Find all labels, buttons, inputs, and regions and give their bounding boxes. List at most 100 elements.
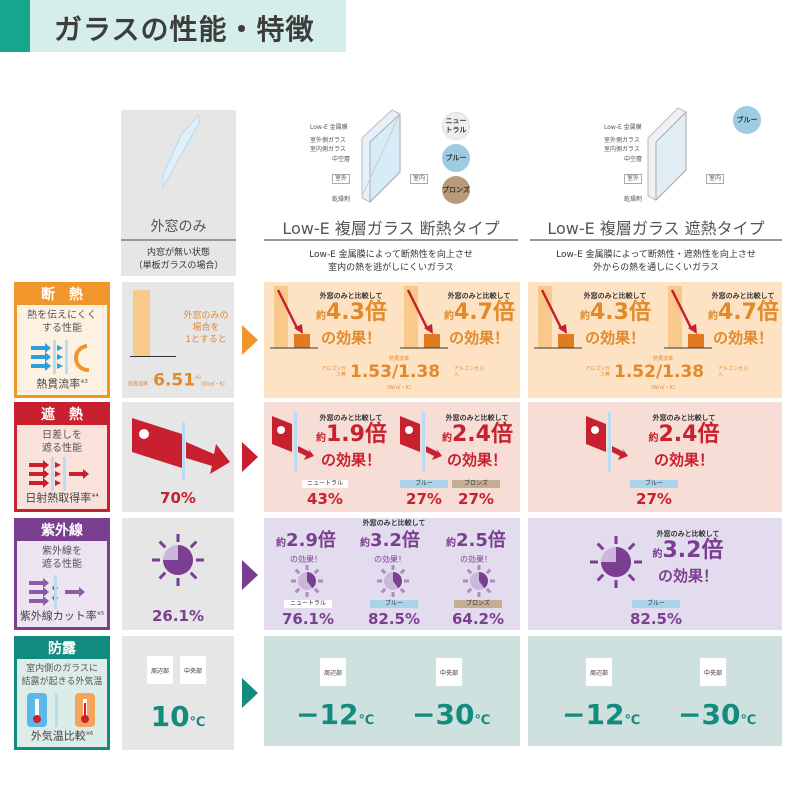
cell-single-dannetsu: 外窓のみの 場合を 1とすると 熱貫流率 6.51※3(W/㎡・K) <box>122 282 234 398</box>
metric-unit: (W/㎡・K) <box>387 385 411 391</box>
chip-neutral: ニュートラル <box>284 600 332 608</box>
single-glass-icon <box>162 115 200 189</box>
effect-block: 外窓のみと比較して 約4.7倍 の効果！ <box>708 292 779 347</box>
label-inner-glass: 室内側ガラス <box>310 146 346 153</box>
uv-sun-icon <box>588 534 644 594</box>
label-desiccant: 乾燥剤 <box>332 196 351 203</box>
column-title-insul: Low-E 複層ガラス 断熱タイプ <box>282 219 500 238</box>
value-blue: 27% <box>636 490 672 508</box>
column-title-shield: Low-E 複層ガラス 遮熱タイプ <box>547 219 765 238</box>
label-hollow: 中空層 <box>624 156 643 163</box>
row-label-dannetsu: 断 熱 熱を伝えにくく する性能 熱貫流率※3 <box>14 282 110 398</box>
value-neutral: 43% <box>307 490 343 508</box>
edge-temp: −12℃ <box>296 698 375 731</box>
metric-label: 熱貫流率 <box>652 356 673 362</box>
effect-block: 外窓のみと比較して 約2.4倍 の効果！ <box>442 414 513 469</box>
compare-text: 外窓のみと比較して <box>362 519 426 527</box>
column-desc-insul-1: Low-E 金属膜によって断熱性を向上させ <box>309 250 473 260</box>
title-band <box>30 0 346 52</box>
label-outside: 室外 <box>332 174 351 184</box>
color-blue: ブルー <box>733 106 761 134</box>
chip-blue: ブルー <box>632 600 680 608</box>
column-title-single: 外窓のみ <box>150 219 207 235</box>
uv-sun-icon <box>462 564 496 602</box>
color-bronze: ブロンズ <box>442 176 470 204</box>
row-desc-1: 室内側のガラスに <box>26 664 98 674</box>
footnote-mark: ※5 <box>96 611 105 618</box>
value-blue: 82.5% <box>367 610 421 628</box>
decrease-bar-icon <box>270 286 320 360</box>
row-title: 断 熱 <box>17 285 107 305</box>
row-label-shigaisen: 紫外線 紫外線を 遮る性能 紫外線カット率※5 <box>14 518 110 630</box>
chip-bronze: ブロンズ <box>454 600 502 608</box>
chip-blue: ブルー <box>400 480 448 488</box>
row-metric: 熱貫流率 <box>36 378 81 391</box>
effect-block: 外窓のみと比較して 約3.2倍 の効果！ <box>652 530 724 585</box>
single-value: 26.1% <box>151 607 205 625</box>
footnote-mark: ※3 <box>80 379 88 386</box>
cell-shield-dannetsu: 外窓のみと比較して 約4.3倍 の効果！ 外窓のみと比較して 約4.7倍 の効果！ 熱貫… <box>528 282 782 398</box>
chip-neutral: ニュートラル <box>302 480 348 488</box>
edge-label: 周辺部 <box>320 658 346 686</box>
center-label: 中央部 <box>436 658 462 686</box>
center-temp: −30℃ <box>412 698 491 731</box>
bar-single <box>133 290 150 356</box>
single-value: 70% <box>160 489 196 507</box>
double-glass-diagram-icon <box>647 107 687 202</box>
value-blue: 82.5% <box>629 610 683 628</box>
decrease-bar-icon <box>534 286 584 360</box>
effect-block: 外窓のみと比較して 約4.3倍 の効果！ <box>316 292 387 347</box>
cell-insul-shigaisen: 外窓のみと比較して 約2.9倍 の効果！ 約3.2倍 の効果！ 約2.5倍 の効果！ … <box>264 518 520 630</box>
cell-shield-shigaisen: 外窓のみと比較して 約3.2倍 の効果！ ブルー 82.5% <box>528 518 782 630</box>
single-note: 外窓のみの 場合を 1とすると <box>183 311 229 345</box>
baseline <box>130 356 176 357</box>
row-desc-2: する性能 <box>42 323 82 334</box>
value-bronze: 64.2% <box>451 610 505 628</box>
cell-single-shigaisen: 26.1% <box>122 518 234 630</box>
column-desc-insul-2: 室内の熱を逃がしにくいガラス <box>328 263 454 273</box>
center-label: 中央部 <box>700 658 726 686</box>
chip-bronze: ブロンズ <box>452 480 500 488</box>
label-outside: 室外 <box>624 174 643 184</box>
header-divider <box>530 239 782 241</box>
uv-sun-icon <box>376 564 410 602</box>
argon-with-label: アルゴンガス入 <box>454 366 484 378</box>
cell-shield-boro: 周辺部 中央部 −12℃ −30℃ <box>528 636 782 746</box>
label-inside: 室内 <box>410 174 429 184</box>
effect-block: 外窓のみと比較して 約4.7倍 の効果！ <box>444 292 515 347</box>
column-desc-shield-2: 外からの熱を通しにくいガラス <box>593 263 719 273</box>
value-bronze: 27% <box>458 490 494 508</box>
footnote-mark: ※6 <box>85 731 94 738</box>
edge-label: 周辺部 <box>586 658 612 686</box>
sunlight-arrow-icon <box>130 412 230 486</box>
metric-value: 1.52/1.38 <box>614 362 705 382</box>
argon-with-label: アルゴンガス入 <box>718 366 748 378</box>
chip-blue: ブルー <box>630 480 678 488</box>
page-title: ガラスの性能・特徴 <box>54 13 315 46</box>
arrow-right-icon <box>242 442 258 472</box>
cell-insul-boro: 周辺部 中央部 −12℃ −30℃ <box>264 636 520 746</box>
row-desc-1: 紫外線を <box>42 546 82 557</box>
argon-none-label: アルゴンガス無 <box>585 366 610 378</box>
row-title: 遮 熱 <box>17 405 107 425</box>
cell-insul-dannetsu: 外窓のみと比較して 約4.3倍 の効果！ 外窓のみと比較して 約4.7倍 の効果！ 熱貫… <box>264 282 520 398</box>
metric-value: 1.53/1.38 <box>350 362 441 382</box>
footnote-mark: ※4 <box>91 493 99 500</box>
edge-temp: −12℃ <box>562 698 641 731</box>
arrow-right-icon <box>242 678 258 708</box>
value-neutral: 76.1% <box>281 610 335 628</box>
header-divider <box>121 239 236 241</box>
effect-block: 外窓のみと比較して 約1.9倍 の効果！ <box>316 414 387 469</box>
center-label: 中央部 <box>180 656 206 684</box>
label-outer-glass: 室外側ガラス <box>310 137 346 144</box>
argon-none-label: アルゴンガス無 <box>321 366 346 378</box>
row-desc-1: 日差しを <box>42 430 82 441</box>
row-label-boro: 防露 室内側のガラスに 結露が起きる外気温 外気温比較※6 <box>14 636 110 750</box>
label-inner-glass: 室内側ガラス <box>604 146 640 153</box>
edge-label: 周辺部 <box>147 656 173 684</box>
metric-label: 熱貫流率 <box>388 356 409 362</box>
column-desc-shield-1: Low-E 金属膜によって断熱性・遮熱性を向上させ <box>556 250 756 260</box>
header-single: 外窓のみ 内窓が無い状態 （単板ガラスの場合） <box>121 110 236 276</box>
uv-sun-icon <box>150 532 206 592</box>
row-desc-2: 結露が起きる外気温 <box>21 677 103 687</box>
